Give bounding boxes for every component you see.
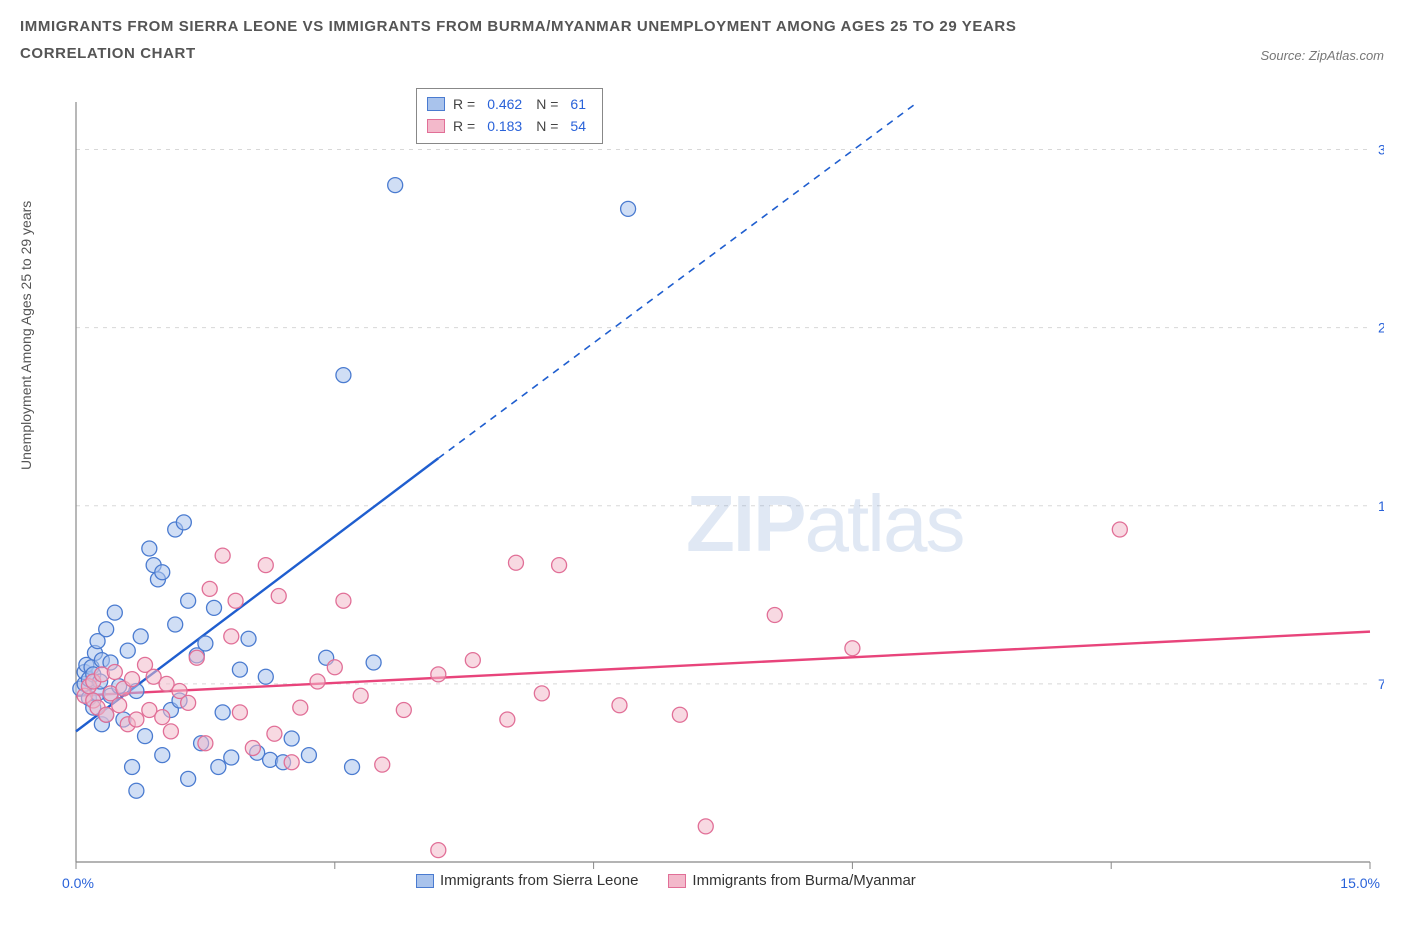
legend-swatch xyxy=(427,119,445,133)
legend-r-value: 0.183 xyxy=(483,118,528,134)
legend-n-label: N = xyxy=(536,118,558,134)
legend-row: R = 0.183 N = 54 xyxy=(427,115,592,137)
series-legend-label: Immigrants from Burma/Myanmar xyxy=(692,872,915,889)
legend-swatch xyxy=(427,97,445,111)
chart-title-line1: Immigrants from Sierra Leone vs Immigran… xyxy=(20,18,1386,35)
series-legend-item: Immigrants from Sierra Leone xyxy=(416,872,638,889)
legend-r-label: R = xyxy=(453,96,475,112)
series-legend: Immigrants from Sierra Leone Immigrants f… xyxy=(416,872,916,889)
legend-n-value: 54 xyxy=(566,118,592,134)
series-legend-swatch xyxy=(668,874,686,888)
y-axis-label: Unemployment Among Ages 25 to 29 years xyxy=(18,201,34,470)
series-legend-item: Immigrants from Burma/Myanmar xyxy=(668,872,915,889)
legend-n-label: N = xyxy=(536,96,558,112)
svg-text:7.5%: 7.5% xyxy=(1378,676,1384,692)
correlation-legend-box: R = 0.462 N = 61 R = 0.183 N = 54 xyxy=(416,88,603,144)
svg-text:0.0%: 0.0% xyxy=(62,875,94,888)
series-legend-swatch xyxy=(416,874,434,888)
svg-text:15.0%: 15.0% xyxy=(1378,498,1384,514)
scatter-chart-svg: 0.0% 15.0% 7.5% 15.0% 22.5% 30.0% xyxy=(56,88,1384,888)
svg-text:22.5%: 22.5% xyxy=(1378,320,1384,336)
legend-r-value: 0.462 xyxy=(483,96,528,112)
svg-text:30.0%: 30.0% xyxy=(1378,142,1384,158)
chart-title-line2: Correlation Chart xyxy=(20,45,1386,62)
source-attribution: Source: ZipAtlas.com xyxy=(1260,48,1384,63)
series-legend-label: Immigrants from Sierra Leone xyxy=(440,872,638,889)
svg-text:15.0%: 15.0% xyxy=(1340,875,1380,888)
chart-area: 0.0%15.0%7.5%15.0%22.5%30.0% ZIPatlas R … xyxy=(56,88,1384,888)
legend-n-value: 61 xyxy=(566,96,592,112)
legend-row: R = 0.462 N = 61 xyxy=(427,93,592,115)
legend-r-label: R = xyxy=(453,118,475,134)
